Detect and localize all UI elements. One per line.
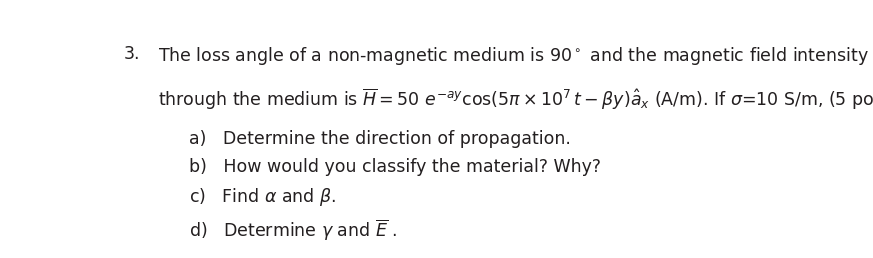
Text: b)   How would you classify the material? Why?: b) How would you classify the material? …	[189, 158, 601, 176]
Text: The loss angle of a non-magnetic medium is 90$^\circ$ and the magnetic field int: The loss angle of a non-magnetic medium …	[158, 45, 873, 67]
Text: 3.: 3.	[124, 45, 141, 63]
Text: c)   Find $\alpha$ and $\beta$.: c) Find $\alpha$ and $\beta$.	[189, 186, 336, 208]
Text: d)   Determine $\gamma$ and $\overline{E}$ .: d) Determine $\gamma$ and $\overline{E}$…	[189, 218, 397, 243]
Text: through the medium is $\overline{H} = 50\ e^{-ay}\cos(5\pi\times10^7\,t - \beta : through the medium is $\overline{H} = 50…	[158, 87, 873, 112]
Text: a)   Determine the direction of propagation.: a) Determine the direction of propagatio…	[189, 130, 571, 148]
